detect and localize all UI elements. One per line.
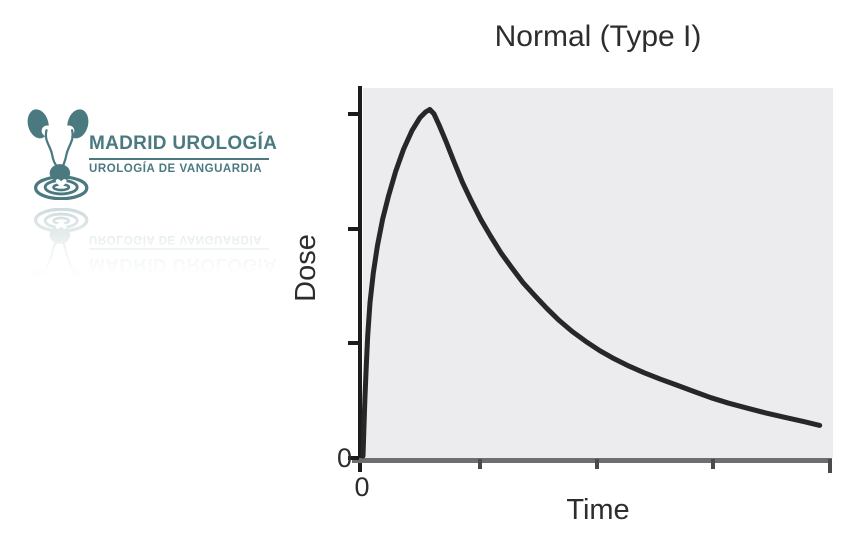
x-tick	[477, 459, 482, 469]
x-axis	[352, 458, 832, 463]
y-origin-label: 0	[336, 443, 352, 473]
y-tick	[348, 456, 359, 460]
y-axis-label: Dose	[290, 234, 322, 302]
x-tick	[828, 459, 832, 473]
plot-area	[363, 88, 833, 458]
logo-divider	[89, 158, 269, 160]
logo-reflection-icon	[27, 208, 89, 299]
left-ureter-icon	[44, 129, 58, 168]
madrid-urologia-logo: MADRID UROLOGÍA UROLOGÍA DE VANGUARDIA	[25, 103, 285, 305]
y-tick	[348, 111, 359, 116]
chart-title: Normal (Type I)	[494, 20, 702, 53]
brand-tagline: UROLOGÍA DE VANGUARDIA	[89, 163, 263, 175]
y-tick	[348, 226, 359, 231]
logo-reflection: MADRID UROLOGÍA UROLOGÍA DE VANGUARDIA	[25, 205, 285, 305]
logo-main: MADRID UROLOGÍA UROLOGÍA DE VANGUARDIA	[25, 103, 285, 203]
brand-tagline-reflection: UROLOGÍA DE VANGUARDIA	[89, 233, 263, 245]
right-ureter-icon	[62, 129, 74, 168]
y-tick	[348, 341, 359, 346]
logo-text-block: MADRID UROLOGÍA UROLOGÍA DE VANGUARDIA	[89, 133, 279, 175]
x-tick	[594, 459, 599, 469]
y-axis	[358, 86, 362, 472]
x-tick	[711, 459, 716, 469]
kidneys-bladder-ripples-icon	[27, 109, 89, 200]
heart-notch-icon	[55, 179, 67, 188]
dose-curve	[360, 107, 823, 459]
bladder-icon	[49, 164, 71, 183]
x-axis-label: Time	[566, 494, 630, 526]
x-origin-label: 0	[354, 472, 370, 502]
brand-name-reflection: MADRID UROLOGÍA	[89, 254, 278, 275]
brand-name: MADRID UROLOGÍA	[89, 133, 278, 154]
dose-curve-path	[360, 107, 823, 459]
